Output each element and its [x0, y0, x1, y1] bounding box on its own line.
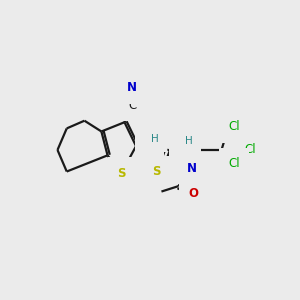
Text: N: N [187, 162, 196, 175]
Text: Cl: Cl [244, 143, 256, 157]
Text: H: H [181, 164, 188, 173]
Text: S: S [152, 165, 160, 178]
Text: N: N [145, 139, 154, 152]
Text: Cl: Cl [228, 157, 240, 170]
Text: N: N [127, 81, 137, 94]
Text: H: H [151, 134, 159, 144]
Text: H: H [184, 136, 192, 146]
Text: S: S [117, 167, 126, 180]
Text: C: C [128, 99, 136, 112]
Text: Cl: Cl [228, 120, 240, 134]
Text: O: O [189, 187, 199, 200]
Text: N: N [178, 140, 188, 153]
